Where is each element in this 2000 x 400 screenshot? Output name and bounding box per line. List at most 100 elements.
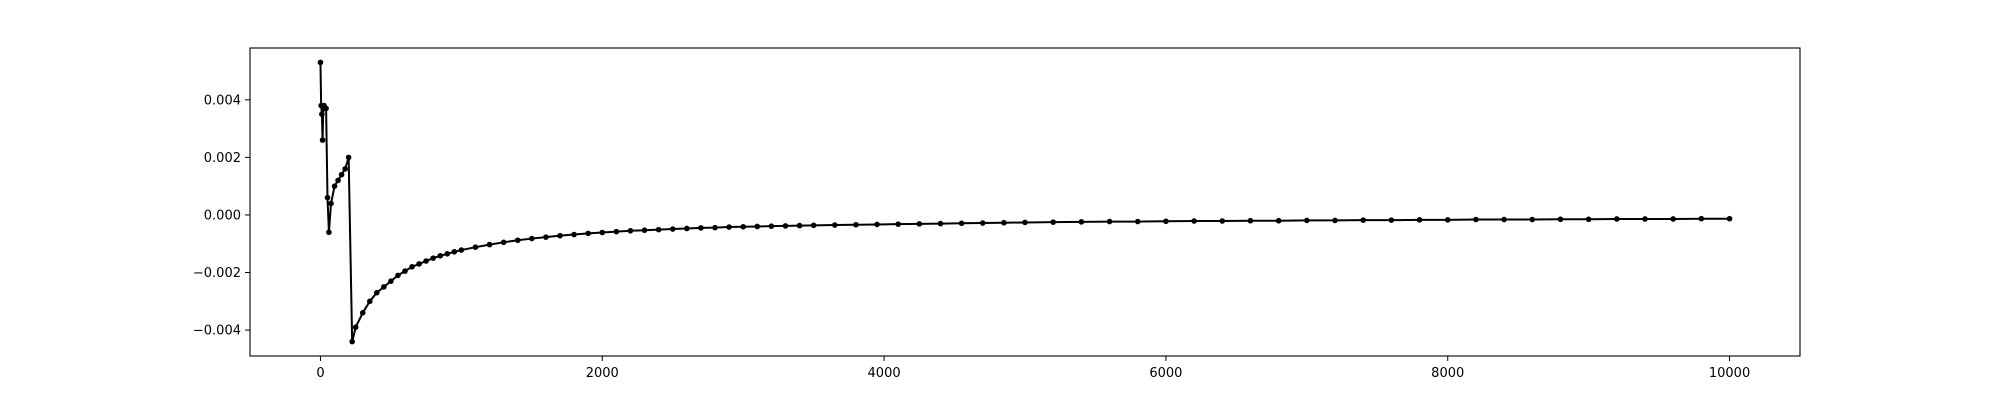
data-point <box>1444 217 1451 223</box>
data-point <box>754 223 761 230</box>
data-point <box>472 244 479 250</box>
plot-area <box>250 48 1800 356</box>
data-point <box>698 225 704 231</box>
data-point <box>979 220 986 226</box>
data-point <box>684 225 690 232</box>
data-point <box>916 221 923 227</box>
data-point <box>486 241 493 248</box>
data-point <box>423 258 429 264</box>
data-point <box>1304 217 1310 224</box>
data-point <box>349 338 355 345</box>
data-point <box>543 234 549 240</box>
data-point <box>1022 219 1028 226</box>
data-point <box>1529 216 1536 223</box>
data-point <box>726 224 732 230</box>
data-point <box>437 253 444 259</box>
data-point <box>599 229 606 236</box>
data-point <box>853 221 859 228</box>
data-point <box>613 228 620 235</box>
data-point <box>958 220 965 227</box>
data-point <box>571 231 577 238</box>
data-point <box>1332 217 1338 224</box>
data-point <box>1642 216 1648 222</box>
data-point <box>381 284 387 290</box>
x-tick-label: 4000 <box>868 366 901 381</box>
data-point <box>529 235 535 242</box>
x-tick-label: 0 <box>316 366 324 381</box>
data-point <box>1247 217 1254 224</box>
data-point <box>514 237 521 244</box>
data-point <box>409 263 415 270</box>
data-point <box>1614 216 1620 222</box>
data-point <box>557 232 563 239</box>
x-tick-label: 6000 <box>1149 366 1182 381</box>
data-point <box>451 248 458 255</box>
data-point <box>1557 216 1564 223</box>
x-tick-label: 2000 <box>586 366 619 381</box>
data-point <box>627 227 634 234</box>
data-point <box>655 226 662 233</box>
data-point <box>458 247 465 253</box>
data-point <box>937 220 944 227</box>
data-point <box>328 200 334 207</box>
data-point <box>331 183 338 189</box>
data-point <box>342 166 348 172</box>
data-point <box>323 105 329 112</box>
data-point <box>895 221 901 227</box>
data-point <box>1001 219 1007 226</box>
data-point <box>1501 216 1507 223</box>
y-axis: 0.004 0.002 0.000 −0.002 −0.004 <box>193 93 250 339</box>
data-point <box>1585 216 1592 223</box>
data-point <box>324 194 331 201</box>
data-point <box>712 224 718 231</box>
data-point <box>1473 216 1479 223</box>
data-point <box>402 268 408 274</box>
data-point <box>740 223 746 230</box>
data-point <box>430 255 436 261</box>
data-point <box>1388 217 1395 223</box>
data-point <box>669 226 676 232</box>
data-point <box>500 239 507 246</box>
data-point <box>585 230 591 237</box>
data-point <box>326 229 332 236</box>
data-point <box>1275 217 1282 224</box>
data-point <box>1670 216 1676 222</box>
data-point <box>319 111 325 118</box>
x-axis: 0 2000 4000 6000 8000 10000 <box>316 356 1750 381</box>
data-point <box>1726 215 1733 222</box>
data-point <box>319 137 326 143</box>
data-point <box>768 223 775 229</box>
data-point <box>874 221 880 228</box>
data-point <box>352 324 359 331</box>
x-tick-label: 10000 <box>1709 366 1750 381</box>
y-tick-label: −0.002 <box>193 266 241 281</box>
data-point <box>1078 219 1085 225</box>
y-tick-label: 0.002 <box>204 151 241 166</box>
y-tick-label: −0.004 <box>193 324 241 339</box>
data-point <box>1163 218 1169 225</box>
data-point <box>335 177 341 184</box>
data-point <box>1191 218 1197 224</box>
data-point <box>338 171 345 178</box>
data-point <box>1698 215 1705 222</box>
data-point <box>366 298 373 305</box>
data-point <box>1134 218 1141 225</box>
data-point <box>317 59 324 66</box>
data-point <box>416 261 422 267</box>
data-point <box>444 251 451 257</box>
data-point <box>1360 217 1366 223</box>
data-point <box>1050 219 1056 225</box>
data-point <box>359 310 366 316</box>
x-tick-label: 8000 <box>1431 366 1464 381</box>
data-point <box>395 272 401 279</box>
data-point <box>1219 218 1226 224</box>
data-point <box>831 222 838 228</box>
data-point <box>810 222 817 229</box>
series-layer <box>317 59 1733 345</box>
data-point <box>1106 218 1113 225</box>
data-point <box>641 227 648 234</box>
y-tick-label: 0.000 <box>204 208 241 223</box>
data-point <box>345 154 352 161</box>
